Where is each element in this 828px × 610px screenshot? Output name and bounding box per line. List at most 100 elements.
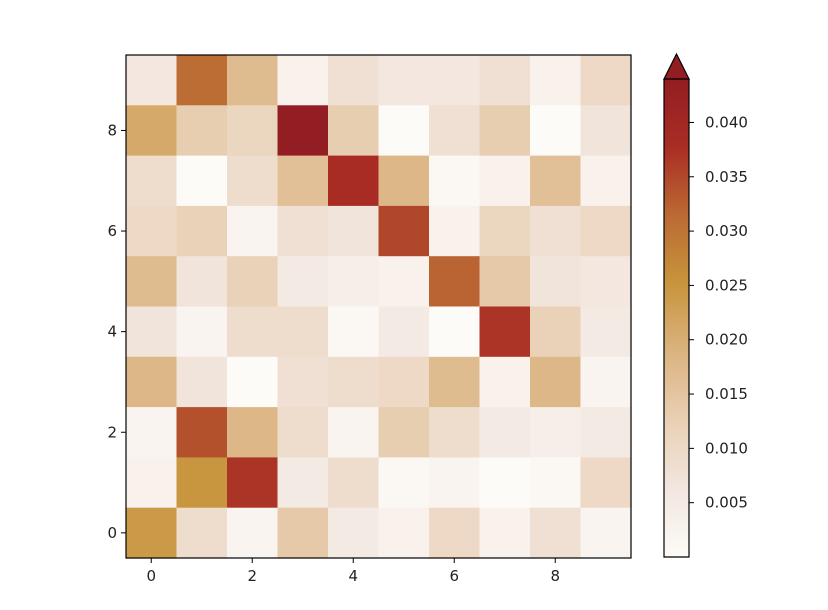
y-tick-label: 8 [107, 121, 117, 139]
x-tick-label: 4 [348, 567, 358, 585]
heatmap-cell [126, 507, 178, 559]
heatmap-cell [126, 356, 178, 408]
heatmap-cell [429, 507, 481, 559]
heatmap-cell [580, 105, 632, 157]
heatmap-cell [479, 256, 531, 308]
heatmap-cell [328, 507, 380, 559]
heatmap-cell [530, 507, 582, 559]
colorbar-tick-label: 0.030 [705, 222, 748, 240]
heatmap-cell [328, 407, 380, 458]
heatmap-cell [227, 457, 279, 509]
heatmap-cell [580, 356, 632, 408]
y-tick-label: 0 [107, 524, 117, 542]
plot-frame [125, 54, 632, 559]
colorbar-tick-label: 0.035 [705, 168, 748, 186]
heatmap-cell [176, 256, 228, 308]
colorbar-tick-label: 0.010 [705, 439, 748, 457]
heatmap-cell [227, 306, 279, 358]
heatmap-cell [277, 457, 329, 509]
heatmap-cell [378, 306, 430, 358]
heatmap-cell [328, 205, 380, 257]
heatmap-cell [530, 155, 582, 207]
colorbar-ticks: 0.005 0.010 0.015 0.020 0.025 0.030 0.035 0.040 [689, 113, 748, 512]
colorbar-tick-label: 0.020 [705, 331, 748, 349]
heatmap-cell [479, 55, 531, 106]
heatmap-cell [580, 507, 632, 559]
colorbar-tick-label: 0.040 [705, 113, 748, 131]
heatmap-cell [126, 256, 178, 308]
heatmap-cells [126, 55, 632, 559]
heatmap-cell [176, 457, 228, 509]
heatmap-cell [378, 105, 430, 157]
heatmap-cell [227, 205, 279, 257]
heatmap-cell [126, 205, 178, 257]
heatmap-cell [227, 507, 279, 559]
heatmap-cell [277, 105, 329, 157]
heatmap-cell [429, 55, 481, 106]
heatmap-cell [429, 205, 481, 257]
heatmap-cell [479, 507, 531, 559]
colorbar-extend-arrow [663, 52, 690, 80]
heatmap-cell [378, 155, 430, 207]
heatmap-cell [479, 407, 531, 458]
heatmap-cell [126, 155, 178, 207]
heatmap-cell [328, 55, 380, 106]
colorbar-tick-label: 0.025 [705, 276, 748, 294]
heatmap-cell [378, 507, 430, 559]
colorbar-frame [663, 79, 690, 558]
colorbar-gradient [664, 79, 689, 557]
colorbar-tick-label: 0.005 [705, 494, 748, 512]
heatmap-cell [126, 407, 178, 458]
heatmap-cell [277, 407, 329, 458]
heatmap-cell [429, 356, 481, 408]
colorbar-tick-label: 0.015 [705, 385, 748, 403]
heatmap-cell [126, 306, 178, 358]
heatmap-cell [227, 407, 279, 458]
heatmap-cell [429, 306, 481, 358]
heatmap-cell [429, 256, 481, 308]
heatmap-cell [227, 155, 279, 207]
heatmap-cell [277, 356, 329, 408]
heatmap-cell [328, 256, 380, 308]
heatmap-cell [176, 155, 228, 207]
heatmap-cell [479, 205, 531, 257]
heatmap-cell [328, 457, 380, 509]
heatmap-cell [176, 306, 228, 358]
heatmap-cell [176, 356, 228, 408]
heatmap-cell [227, 105, 279, 157]
heatmap-cell [277, 507, 329, 559]
heatmap-cell [378, 205, 430, 257]
heatmap-cell [277, 256, 329, 308]
heatmap-cell [328, 356, 380, 408]
heatmap-cell [378, 356, 430, 408]
x-tick-label: 6 [449, 567, 459, 585]
y-tick-label: 2 [107, 423, 117, 441]
heatmap-cell [378, 256, 430, 308]
heatmap-cell [277, 55, 329, 106]
heatmap-cell [479, 105, 531, 157]
y-tick-label: 4 [107, 323, 117, 341]
x-axis-ticks: 0 2 4 6 8 [146, 558, 560, 585]
heatmap-cell [580, 55, 632, 106]
heatmap-cell [277, 306, 329, 358]
heatmap-cell [580, 205, 632, 257]
x-tick-label: 2 [247, 567, 257, 585]
heatmap-cell [126, 105, 178, 157]
x-tick-label: 8 [550, 567, 560, 585]
heatmap-cell [580, 155, 632, 207]
heatmap-cell [580, 256, 632, 308]
heatmap-cell [328, 306, 380, 358]
heatmap-cell [176, 407, 228, 458]
heatmap-cell [328, 105, 380, 157]
heatmap-cell [580, 457, 632, 509]
heatmap-cell [378, 407, 430, 458]
y-tick-label: 6 [107, 222, 117, 240]
heatmap-cell [580, 306, 632, 358]
heatmap-cell [580, 407, 632, 458]
heatmap-cell [176, 205, 228, 257]
heatmap-cell [176, 105, 228, 157]
colorbar: 0.005 0.010 0.015 0.020 0.025 0.030 0.035 0.040 [663, 52, 748, 558]
heatmap-cell [378, 55, 430, 106]
heatmap-cell [328, 155, 380, 207]
